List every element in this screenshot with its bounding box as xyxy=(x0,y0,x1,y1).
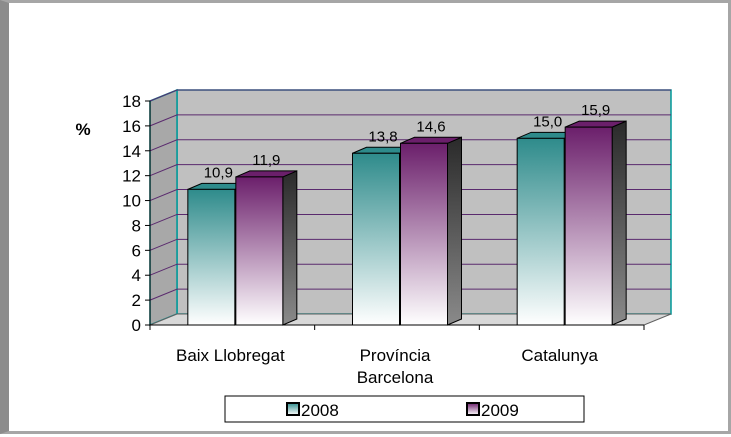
legend-label: 2009 xyxy=(481,401,519,420)
bars xyxy=(187,120,627,326)
bar xyxy=(516,137,565,326)
gridline xyxy=(149,114,671,127)
gridline xyxy=(149,189,671,202)
side-wall xyxy=(149,88,178,327)
bar xyxy=(235,176,284,326)
bar xyxy=(400,142,448,326)
gridline xyxy=(149,263,671,276)
y-tick-label: 8 xyxy=(132,216,141,235)
y-tick-label: 0 xyxy=(132,316,141,335)
legend-swatch xyxy=(466,402,480,416)
data-label: 15,9 xyxy=(581,102,610,119)
bar-side xyxy=(447,136,462,326)
gridline xyxy=(149,238,671,251)
data-labels: 10,9 11,9 13,8 14,6 15,0 15,9 xyxy=(204,102,611,181)
bar-chart: 0 2 4 6 8 10 12 14 16 18% Baix Llobregat Província B… xyxy=(75,88,672,423)
legend-swatch xyxy=(286,402,300,416)
y-tick-label: 4 xyxy=(132,266,141,285)
gridlines xyxy=(149,89,671,301)
y-tick-label: 6 xyxy=(132,241,141,260)
data-label: 15,0 xyxy=(533,113,562,130)
y-axis-label: % xyxy=(75,120,90,139)
y-tick-label: 16 xyxy=(122,117,141,136)
legend: 2008 2009 xyxy=(224,395,585,423)
bar xyxy=(187,188,236,326)
bar-side xyxy=(611,120,627,326)
gridline xyxy=(149,213,671,226)
gridline xyxy=(149,288,671,301)
x-tick-label-line: Baix Llobregat xyxy=(176,346,285,365)
y-tick-label: 2 xyxy=(132,291,141,310)
legend-box xyxy=(224,395,585,423)
x-tick-label-line: Barcelona xyxy=(357,368,434,387)
y-tick-label: 18 xyxy=(122,92,141,111)
x-tick-label-line: Catalunya xyxy=(521,346,598,365)
x-tick-label: Província Barcelona xyxy=(357,346,434,387)
bar-side xyxy=(282,170,298,326)
data-label: 14,6 xyxy=(416,118,445,135)
x-tick-label: Catalunya xyxy=(521,346,598,365)
gridline xyxy=(149,139,671,152)
axes: 0 2 4 6 8 10 12 14 16 18% Baix Llobregat Província B… xyxy=(75,92,645,387)
gridline xyxy=(149,89,671,102)
gridline xyxy=(149,164,671,177)
y-tick-label: 12 xyxy=(122,167,141,186)
y-tick-label: 10 xyxy=(122,192,141,211)
data-label: 11,9 xyxy=(252,152,280,169)
data-label: 13,8 xyxy=(368,128,397,145)
y-tick-label: 14 xyxy=(122,142,141,161)
x-tick-label: Baix Llobregat xyxy=(176,346,285,365)
legend-label: 2008 xyxy=(301,401,339,420)
bar xyxy=(352,152,400,326)
data-label: 10,9 xyxy=(204,164,233,181)
bar xyxy=(564,126,613,326)
x-tick-label-line: Província xyxy=(360,346,431,365)
